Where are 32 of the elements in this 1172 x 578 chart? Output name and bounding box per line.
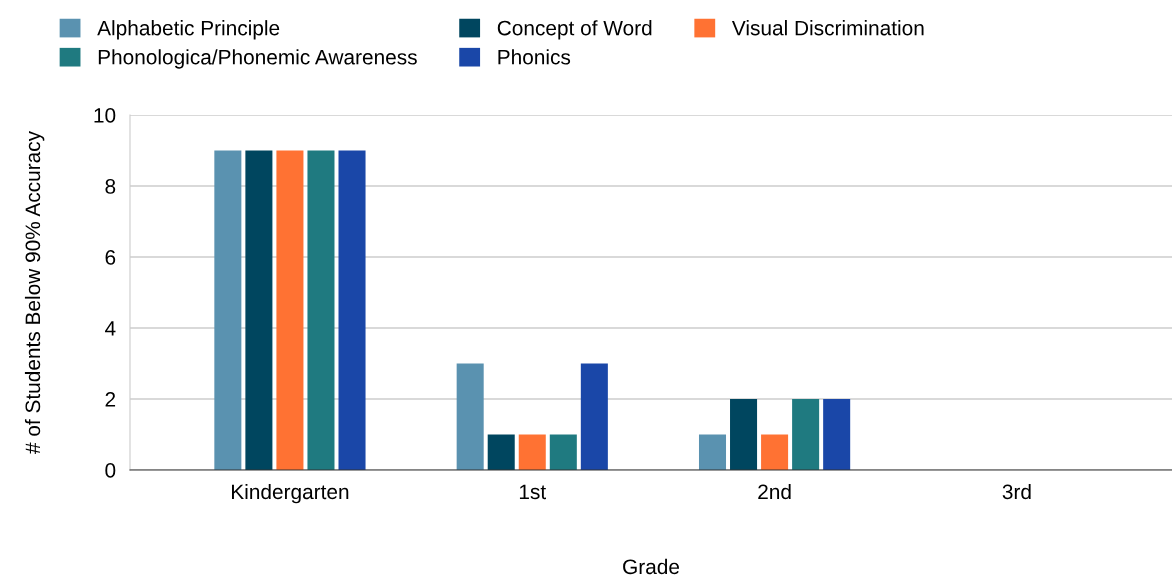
y-tick-label: 2: [105, 392, 116, 407]
bar: [761, 434, 789, 470]
bar: [214, 150, 242, 470]
bar: [456, 363, 484, 470]
y-tick-label: 10: [94, 108, 116, 123]
x-tick-label: 3rd: [1002, 483, 1031, 500]
bar: [549, 434, 577, 470]
bar: [245, 150, 273, 470]
y-axis-title: # of Students Below 90% Accuracy: [24, 130, 45, 454]
legend-label: Visual Discrimination: [731, 20, 924, 36]
bar: [792, 399, 820, 470]
x-tick-label: 2nd: [758, 483, 791, 500]
bar: [730, 399, 758, 470]
bar: [338, 150, 366, 470]
y-tick-label: 6: [105, 250, 116, 265]
bar: [580, 363, 608, 470]
y-tick-label: 0: [105, 463, 116, 478]
bar: [823, 399, 851, 470]
bar: [276, 150, 304, 470]
legend-label: Phonics: [498, 49, 571, 65]
x-tick-label: 1st: [519, 484, 546, 500]
bar: [487, 434, 515, 470]
bar: [307, 150, 335, 470]
legend-label: Alphabetic Principle: [97, 20, 280, 40]
x-tick-label: Kindergarten: [232, 483, 349, 504]
y-tick-label: 8: [105, 179, 116, 194]
legend-label: Concept of Word: [497, 20, 652, 40]
x-axis-title: Grade: [623, 558, 680, 575]
bar: [698, 434, 727, 470]
bar: [518, 434, 546, 470]
y-tick-label: 4: [105, 321, 116, 336]
legend-label: Phonologica/Phonemic Awareness: [98, 49, 417, 69]
